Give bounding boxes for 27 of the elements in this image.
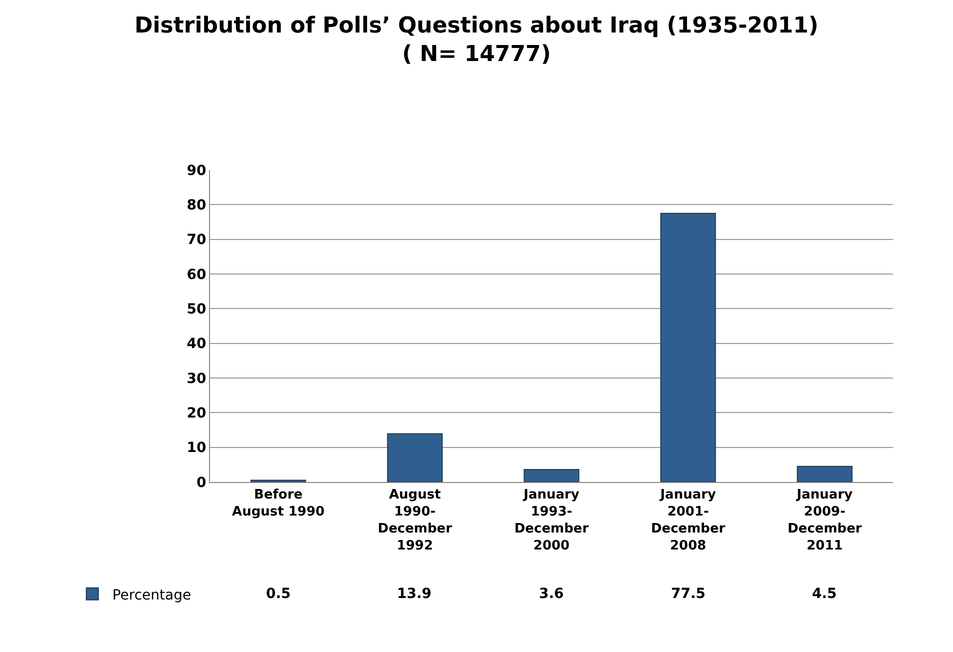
x-tick-label: January 1993- December 2000: [514, 488, 590, 554]
data-label: 3.6: [539, 586, 564, 602]
bar: [387, 433, 443, 482]
y-tick-label: 50: [186, 302, 206, 318]
y-tick-label: 10: [186, 440, 206, 456]
x-tick-label: Before August 1990: [232, 488, 325, 520]
bar: [796, 466, 853, 482]
data-label: 4.5: [812, 586, 837, 602]
chart-title: Distribution of Polls’ Questions about Iraq (1935-2011): [134, 14, 818, 39]
legend-label: Percentage: [112, 587, 192, 604]
data-label: 0.5: [266, 586, 291, 602]
y-tick-label: 20: [186, 406, 206, 422]
y-tick-label: 30: [186, 370, 206, 387]
x-tick-label: August 1990- December 1992: [378, 488, 453, 554]
data-label: 13.9: [397, 586, 432, 602]
chart-subtitle: ( N= 14777): [402, 42, 551, 68]
y-tick-label: 60: [186, 266, 206, 283]
data-label: 77.5: [671, 586, 706, 602]
y-tick-label: 90: [186, 162, 206, 179]
bar: [524, 469, 580, 482]
bar: [660, 212, 716, 482]
y-tick-label: 80: [186, 198, 206, 214]
y-tick-label: 40: [186, 336, 206, 352]
y-tick-label: 70: [186, 232, 206, 248]
x-tick-label: January 2001- December 2008: [650, 488, 726, 554]
y-tick-label: 0: [196, 474, 206, 491]
x-tick-label: January 2009- December 2011: [788, 488, 862, 554]
